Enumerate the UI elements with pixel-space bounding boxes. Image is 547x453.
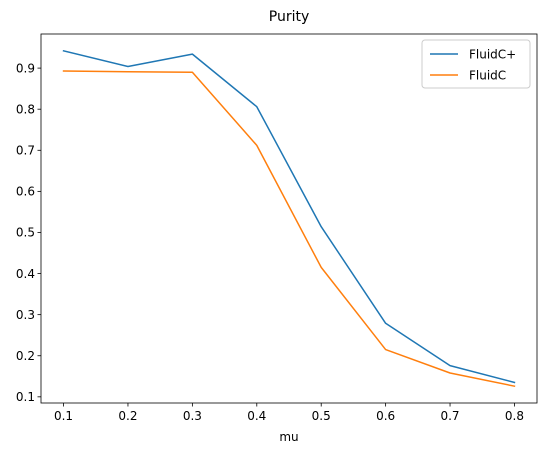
series-line-fluidc- — [62, 49, 516, 384]
legend-label: FluidC+ — [469, 47, 516, 61]
y-tick-label: 0.7 — [16, 143, 35, 157]
x-tick-label: 0.3 — [183, 409, 202, 423]
legend-label: FluidC — [469, 68, 506, 82]
axes-frame — [40, 33, 538, 404]
legend: FluidC+ FluidC — [421, 39, 531, 89]
y-tick-label: 0.4 — [16, 267, 35, 281]
y-tick-label: 0.5 — [16, 226, 35, 240]
series-line-fluidc — [62, 70, 516, 388]
y-tick-label: 0.2 — [16, 349, 35, 363]
y-tick-label: 0.3 — [16, 308, 35, 322]
x-tick-label: 0.8 — [505, 409, 524, 423]
legend-box — [421, 39, 531, 89]
x-tick-label: 0.4 — [247, 409, 266, 423]
y-tick-label: 0.6 — [16, 185, 35, 199]
plot-area: 0.1 0.2 0.3 0.4 0.5 0.6 0.7 0.8 0.1 0.2 0.3 0.4 0.5 0… — [16, 33, 538, 423]
x-tick-label: 0.5 — [312, 409, 331, 423]
chart-title: Purity — [269, 9, 310, 25]
y-tick-label: 0.8 — [16, 102, 35, 116]
x-axis-label: mu — [279, 430, 298, 444]
x-tick-label: 0.7 — [440, 409, 459, 423]
x-tick-label: 0.1 — [54, 409, 73, 423]
x-tick-label: 0.6 — [376, 409, 395, 423]
y-tick-label: 0.9 — [16, 61, 35, 75]
y-tick-label: 0.1 — [16, 390, 35, 404]
x-tick-label: 0.2 — [118, 409, 137, 423]
